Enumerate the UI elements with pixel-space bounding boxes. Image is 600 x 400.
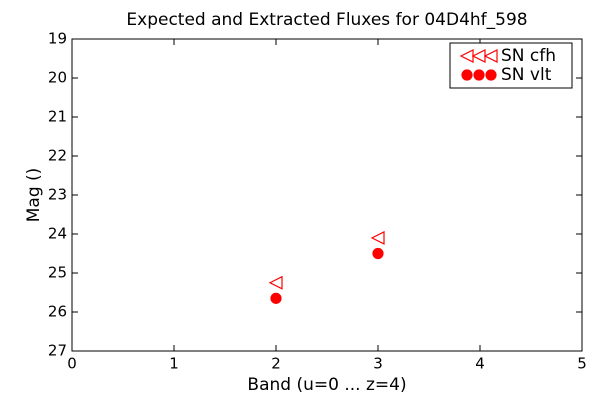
x-tick-label: 1 [169,355,179,373]
y-tick-label: 24 [48,225,67,243]
legend-marker [485,69,497,81]
legend-label: SN cfh [501,46,556,66]
legend-marker [483,49,498,63]
legend-box [449,42,573,89]
legend-label: SN vlt [501,65,552,85]
y-tick-label: 21 [48,108,67,126]
data-point [372,247,384,260]
x-tick-label: 2 [271,355,281,373]
y-tick-label: 19 [48,30,67,48]
data-point [268,275,283,290]
y-tick-label: 25 [48,264,67,282]
x-tick-label: 5 [577,355,587,373]
data-point [370,230,385,245]
legend-marker [473,69,485,81]
chart-title: Expected and Extracted Fluxes for 04D4hf… [126,10,527,30]
y-tick-label: 26 [48,303,67,321]
x-tick-label: 0 [67,355,77,373]
x-axis-label: Band (u=0 ... z=4) [247,375,406,395]
y-tick-label: 22 [48,147,67,165]
x-tick-label: 4 [475,355,485,373]
y-tick-label: 20 [48,69,67,87]
y-tick-label: 23 [48,186,67,204]
data-point [270,292,282,304]
y-axis-label: Mag () [24,168,44,223]
y-tick-label: 27 [48,342,67,360]
x-tick-label: 3 [373,355,383,373]
legend-marker [461,69,473,81]
